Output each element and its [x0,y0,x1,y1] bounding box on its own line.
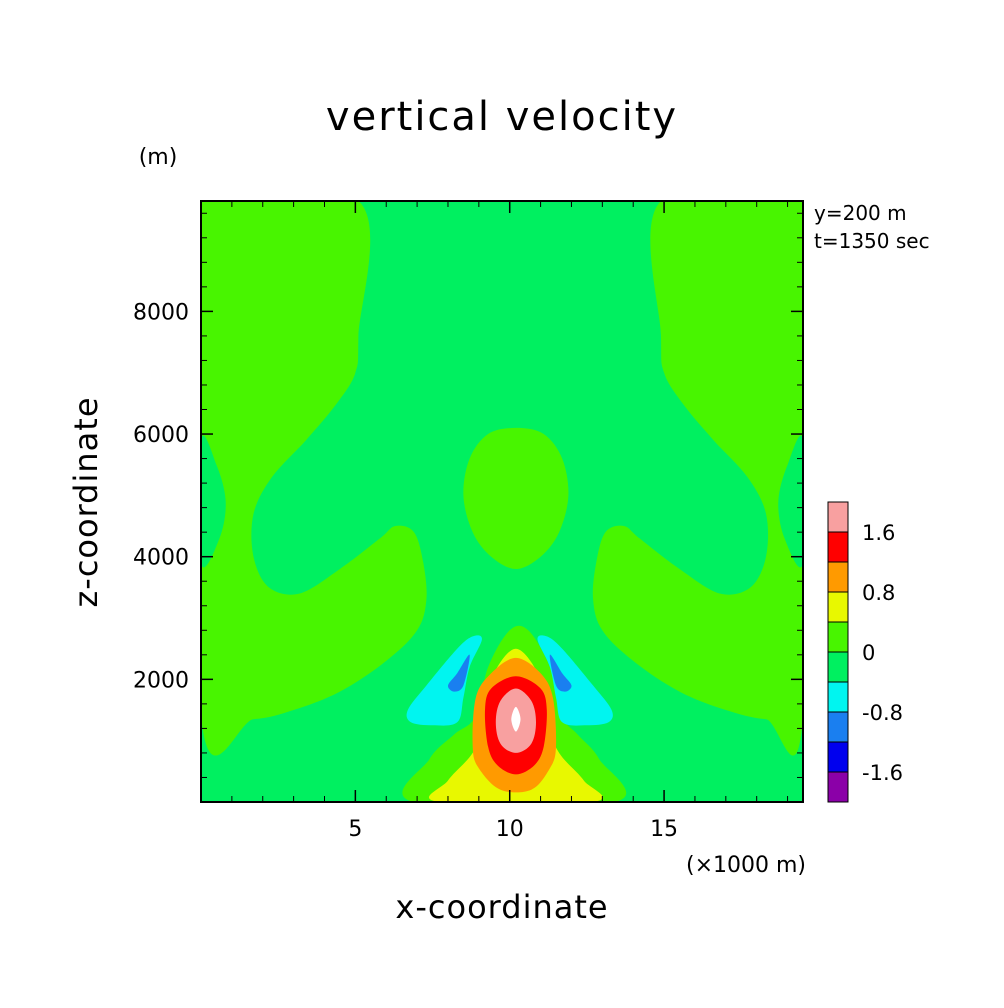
colorbar-tick-label: 0.8 [862,581,895,605]
chart-title: vertical velocity [326,94,678,140]
contour-region-right-blue-lobe [549,654,572,692]
colorbar-swatch [827,561,849,593]
colorbar-swatch [827,621,849,653]
contour-region-left-upper-positive [201,201,427,756]
y-axis-label: z-coordinate [67,396,105,607]
axis-ticks-layer: 5 10 15 2000 4000 6000 8000 [133,201,803,842]
x-unit-label: (×1000 m) [686,853,806,878]
colorbar: 1.6 0.8 0 -0.8 -1.6 [827,501,903,803]
colorbar-swatch [827,501,849,533]
colorbar-swatch [827,771,849,803]
colorbar-swatch [827,531,849,563]
info-line-y: y=200 m [814,201,907,225]
y-tick-label: 8000 [133,300,189,325]
y-tick-label: 4000 [133,546,189,571]
contour-region-white-peak [511,706,521,732]
contour-region-right-upper-positive [592,201,803,756]
y-tick-label: 6000 [133,423,189,448]
x-axis-label: x-coordinate [395,888,608,926]
x-tick-label: 15 [650,817,678,842]
contour-fill-layer [201,201,803,802]
contour-region-right-edge-negative [778,435,803,568]
colorbar-swatch [827,741,849,773]
contour-region-left-cyan-lobe [406,635,482,726]
colorbar-swatch [827,681,849,713]
colorbar-swatch [827,591,849,623]
colorbar-swatch [827,651,849,683]
contour-region-center-upper-positive [463,427,569,569]
contour-region-left-blue-lobe [447,654,470,692]
colorbar-swatch [827,711,849,743]
plot-frame [200,200,804,803]
colorbar-tick-label: -0.8 [862,701,903,725]
y-unit-label: (m) [139,145,178,170]
colorbar-tick-label: -1.6 [862,761,903,785]
colorbar-tick-label: 1.6 [862,521,895,545]
x-tick-label: 10 [496,817,524,842]
colorbar-tick-label: 0 [862,641,875,665]
y-tick-label: 2000 [133,668,189,693]
contour-region-right-cyan-lobe [537,635,613,726]
x-tick-label: 5 [348,817,362,842]
contour-region-left-edge-negative [201,435,226,568]
info-line-t: t=1350 sec [814,229,930,253]
